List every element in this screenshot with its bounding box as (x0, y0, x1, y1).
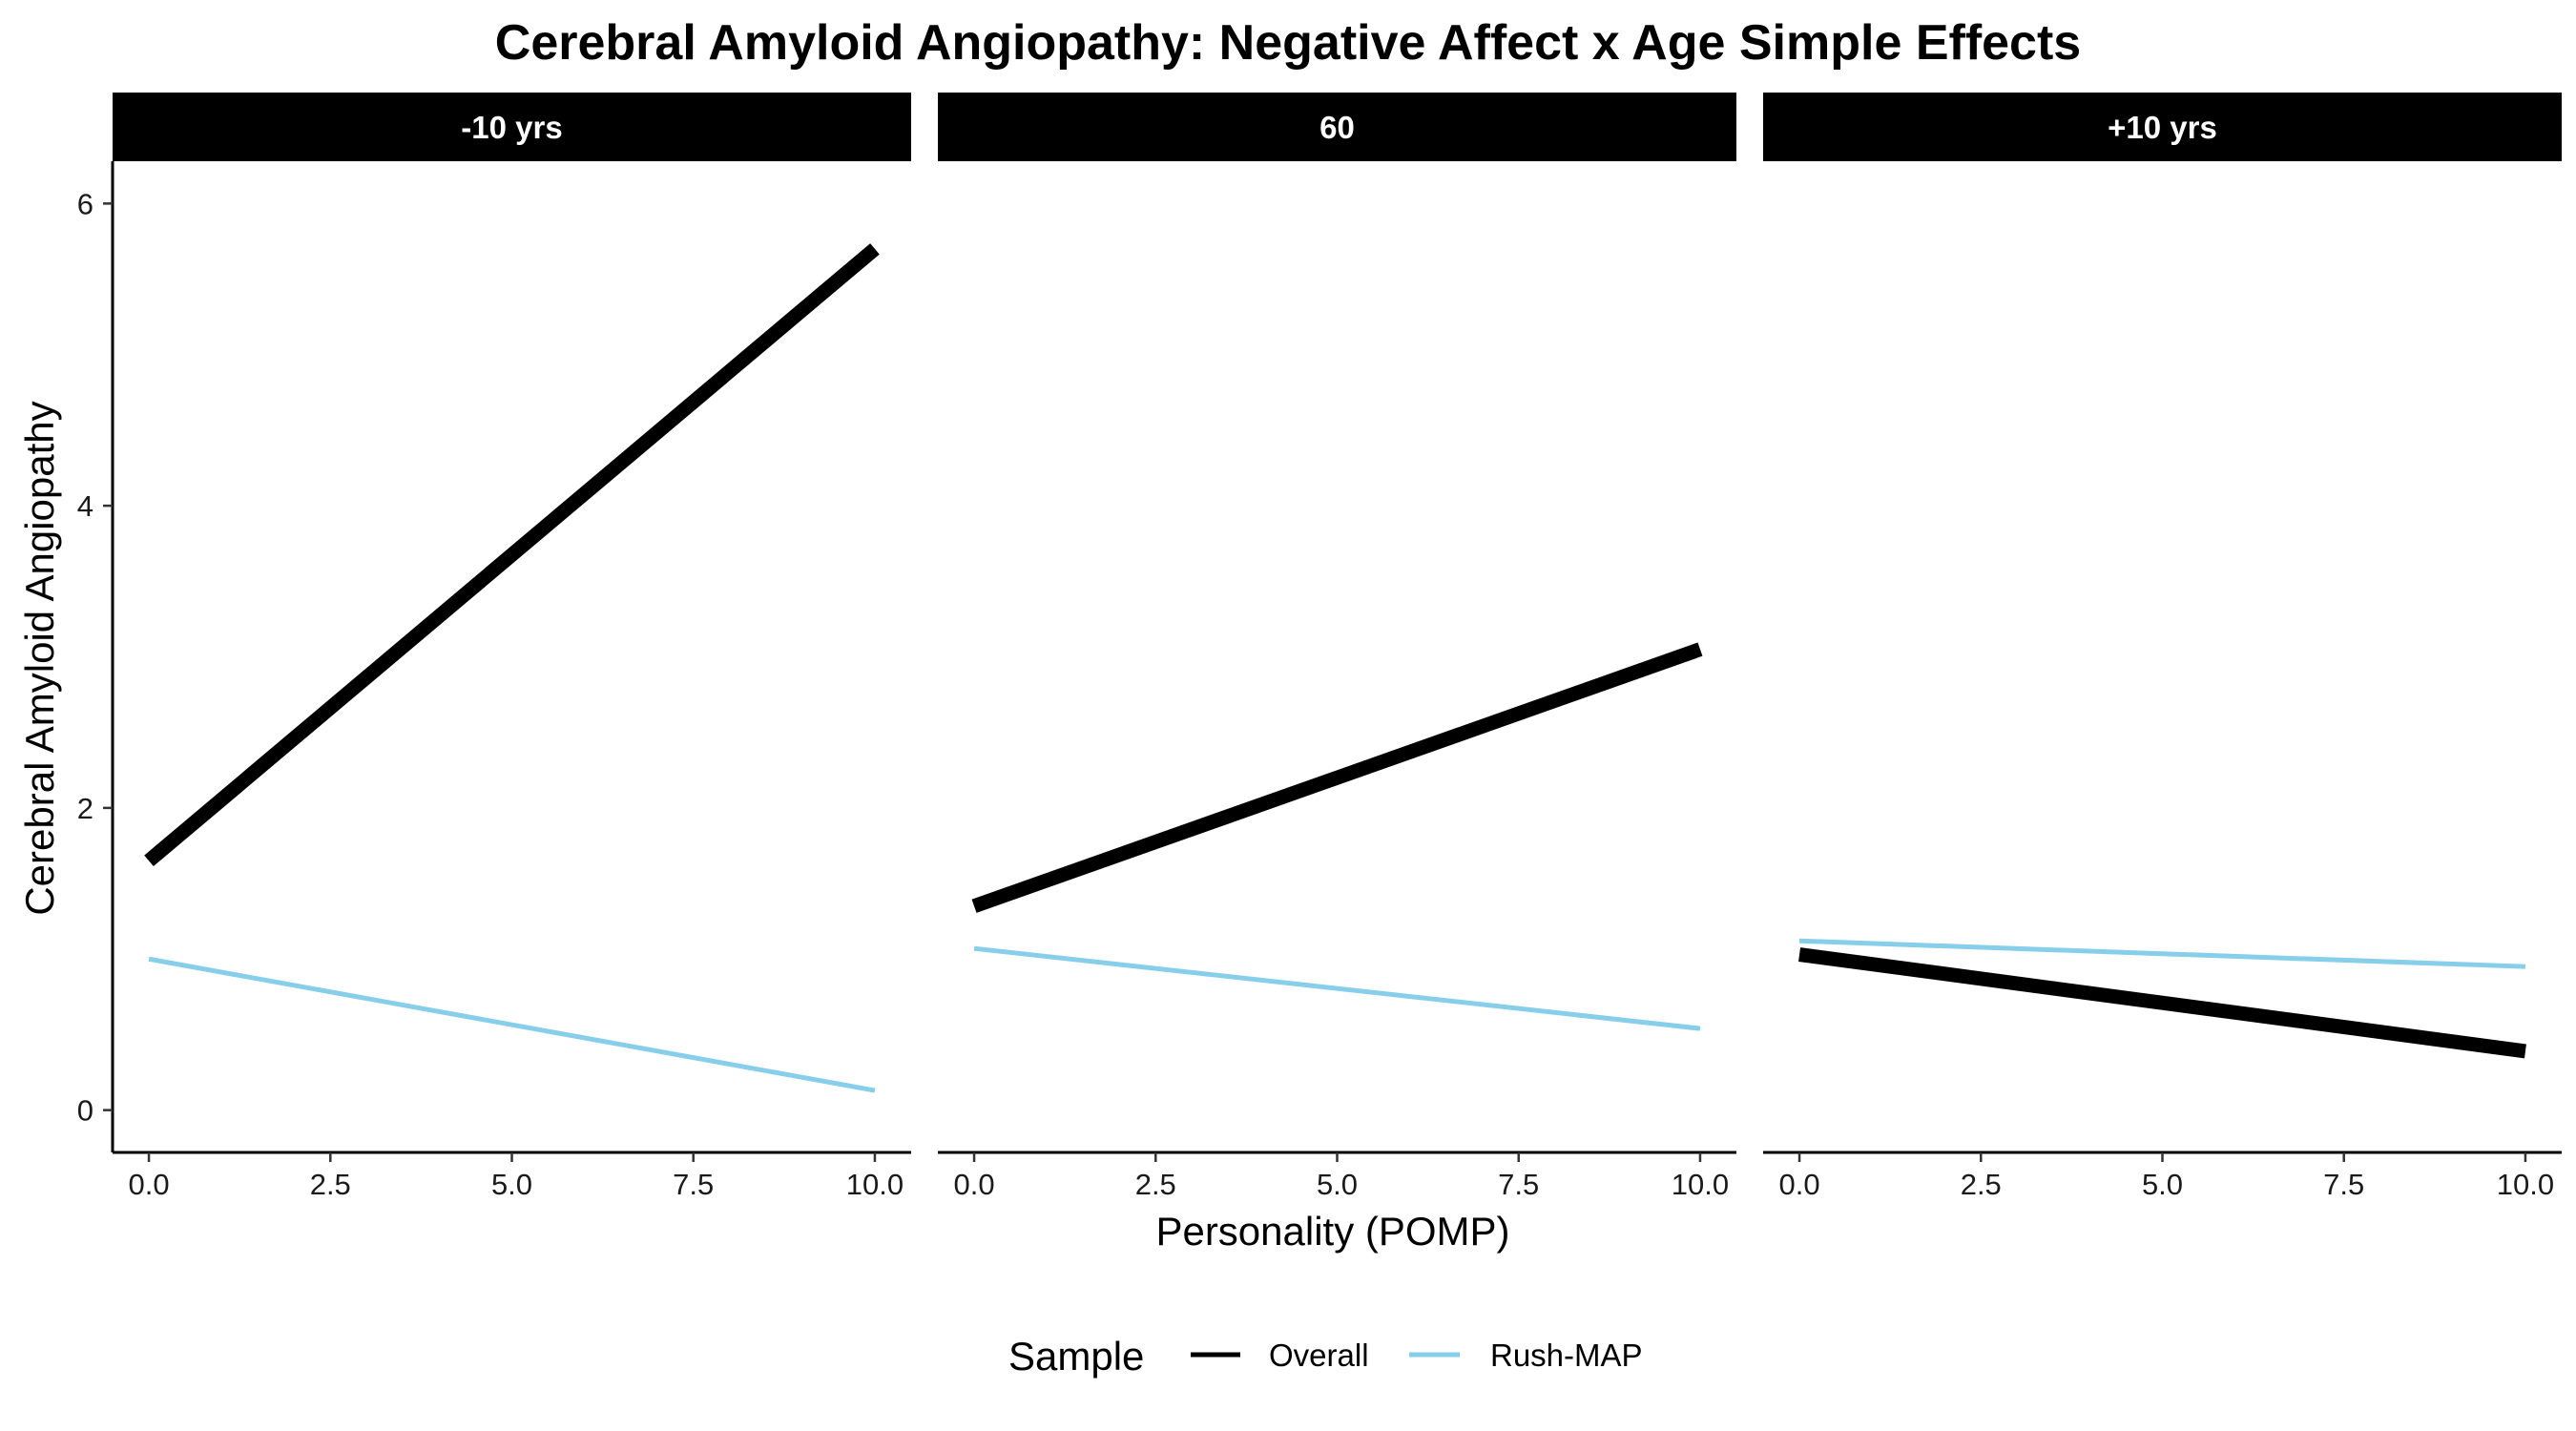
y-tick-label-1: 2 (77, 792, 93, 825)
series-line-rush-map-2 (1798, 938, 2526, 969)
chart-title: Cerebral Amyloid Angiopathy: Negative Af… (495, 15, 2081, 71)
strip-label-0: -10 yrs (461, 110, 562, 145)
x-tick-label-1-1: 2.5 (1135, 1168, 1176, 1201)
series-line-rush-map-0 (148, 956, 876, 1093)
series-line-overall-1 (971, 642, 1703, 913)
x-tick-label-1-4: 10.0 (1672, 1168, 1729, 1201)
x-tick-label-0-3: 7.5 (673, 1168, 714, 1201)
x-tick-label-0-2: 5.0 (491, 1168, 532, 1201)
legend-title: Sample (1008, 1334, 1144, 1379)
panel-2: +10 yrs 0.0 2.5 5.0 7.5 10.0 (1763, 93, 2562, 1201)
x-tick-label-0-1: 2.5 (310, 1168, 351, 1201)
strip-0 (113, 93, 911, 161)
legend-label-rush-map: Rush-MAP (1490, 1338, 1643, 1373)
series-line-overall-0 (144, 243, 880, 867)
strip-label-1: 60 (1319, 110, 1355, 145)
series-line-rush-map-1 (973, 945, 1701, 1031)
x-tick-label-0-0: 0.0 (128, 1168, 169, 1201)
x-axis-title: Personality (POMP) (1155, 1209, 1509, 1254)
x-tick-label-1-2: 5.0 (1317, 1168, 1358, 1201)
x-tick-label-2-4: 10.0 (2497, 1168, 2554, 1201)
y-tick-label-2: 4 (77, 489, 93, 523)
x-tick-label-1-3: 7.5 (1498, 1168, 1539, 1201)
x-tick-label-2-3: 7.5 (2323, 1168, 2364, 1201)
y-tick-label-0: 0 (77, 1094, 93, 1128)
facet-panels: -10 yrs 0.0 2.5 5.0 7.5 10.0 0 2 4 6 60 0.0 2.5 5.0 7.… (77, 93, 2562, 1201)
legend: Sample Overall Rush-MAP (1008, 1334, 1643, 1379)
series-line-overall-2 (1798, 947, 2526, 1059)
x-tick-label-2-1: 2.5 (1961, 1168, 2002, 1201)
strip-2 (1763, 93, 2562, 161)
panel-1: 60 0.0 2.5 5.0 7.5 10.0 (938, 93, 1736, 1201)
strip-1 (938, 93, 1736, 161)
x-tick-label-1-0: 0.0 (953, 1168, 994, 1201)
y-axis-title: Cerebral Amyloid Angiopathy (17, 401, 62, 915)
x-tick-label-2-2: 5.0 (2142, 1168, 2183, 1201)
x-tick-label-0-4: 10.0 (846, 1168, 904, 1201)
strip-label-2: +10 yrs (2108, 110, 2217, 145)
legend-label-overall: Overall (1269, 1338, 1369, 1373)
x-tick-label-2-0: 0.0 (1778, 1168, 1819, 1201)
y-tick-label-3: 6 (77, 187, 93, 220)
panel-0: -10 yrs 0.0 2.5 5.0 7.5 10.0 0 2 4 6 (77, 93, 911, 1201)
